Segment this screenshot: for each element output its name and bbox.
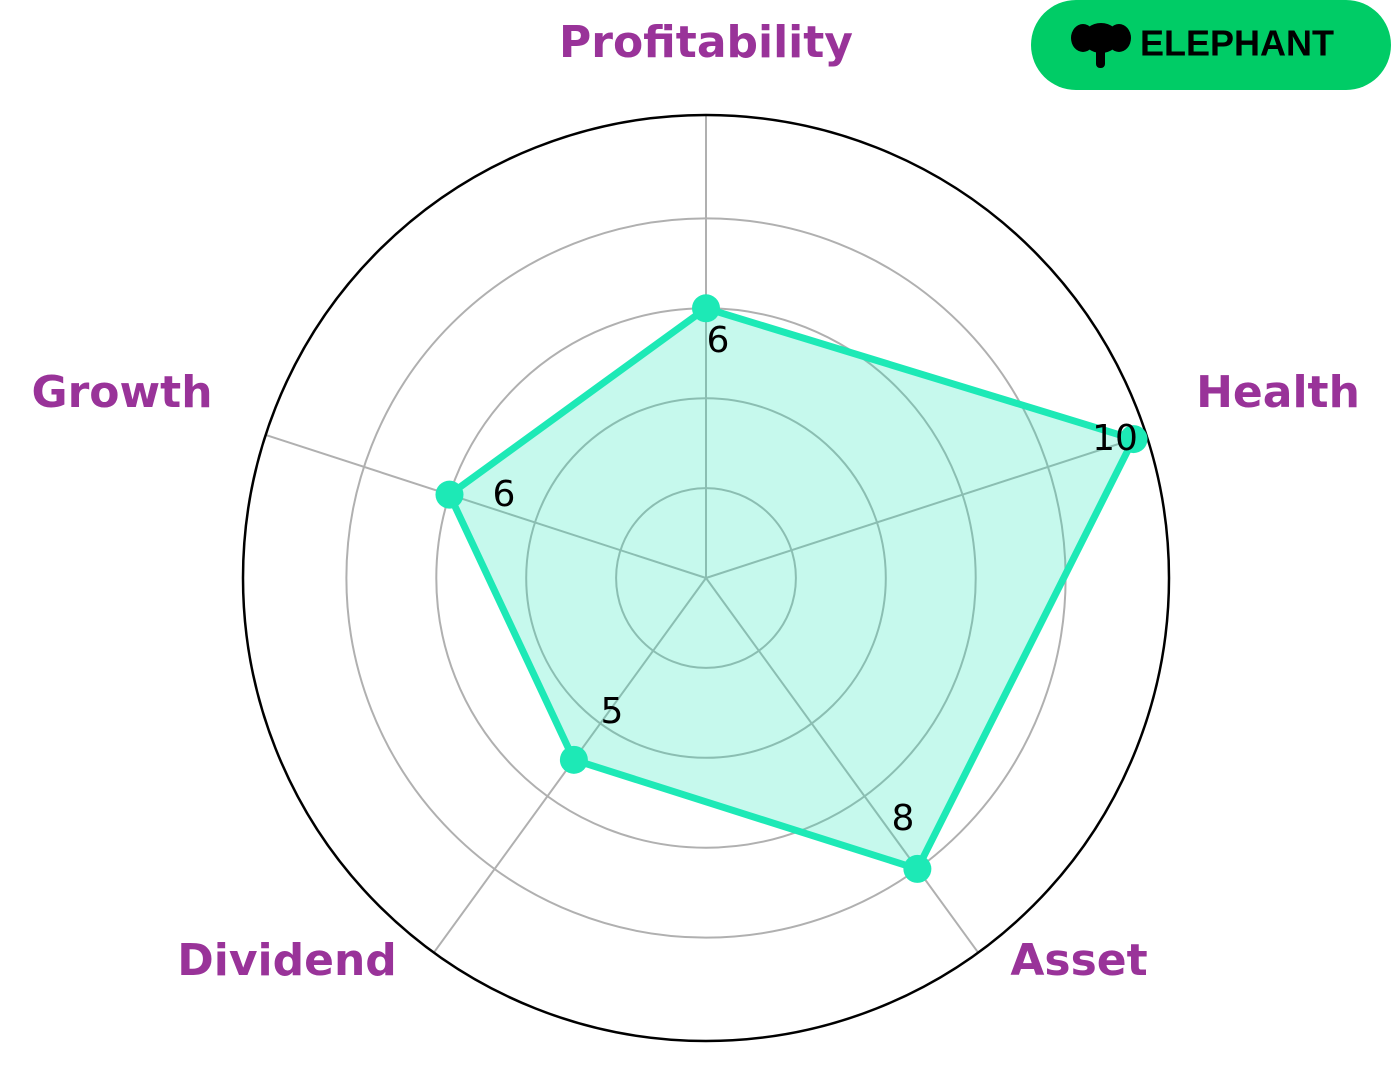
- spoke: [265, 433, 707, 579]
- axis-label: Profitability: [559, 17, 853, 68]
- radar-area: [445, 304, 1138, 873]
- axis-label: Health: [1196, 367, 1360, 418]
- radar-point: [559, 745, 588, 774]
- value-label: 6: [707, 320, 730, 361]
- axis-label: Growth: [31, 367, 212, 418]
- value-label: 5: [601, 691, 624, 732]
- radar-point: [435, 480, 464, 509]
- logo-badge: [1031, 0, 1391, 90]
- spoke: [705, 433, 1147, 579]
- logo-text: ELEPHANT: [1140, 23, 1334, 64]
- value-label: 6: [493, 474, 516, 515]
- axis-label: Asset: [1010, 935, 1147, 986]
- spoke: [705, 577, 979, 954]
- logo-icon: [1071, 23, 1131, 68]
- outer-circle: [241, 113, 1171, 1043]
- radar-point: [1119, 425, 1148, 454]
- value-label: 10: [1092, 418, 1138, 459]
- logo: ELEPHANT: [1031, 0, 1391, 90]
- radar-point: [903, 854, 932, 883]
- value-label: 8: [892, 798, 915, 839]
- radar-point: [692, 294, 720, 323]
- axis-label: Dividend: [177, 935, 397, 986]
